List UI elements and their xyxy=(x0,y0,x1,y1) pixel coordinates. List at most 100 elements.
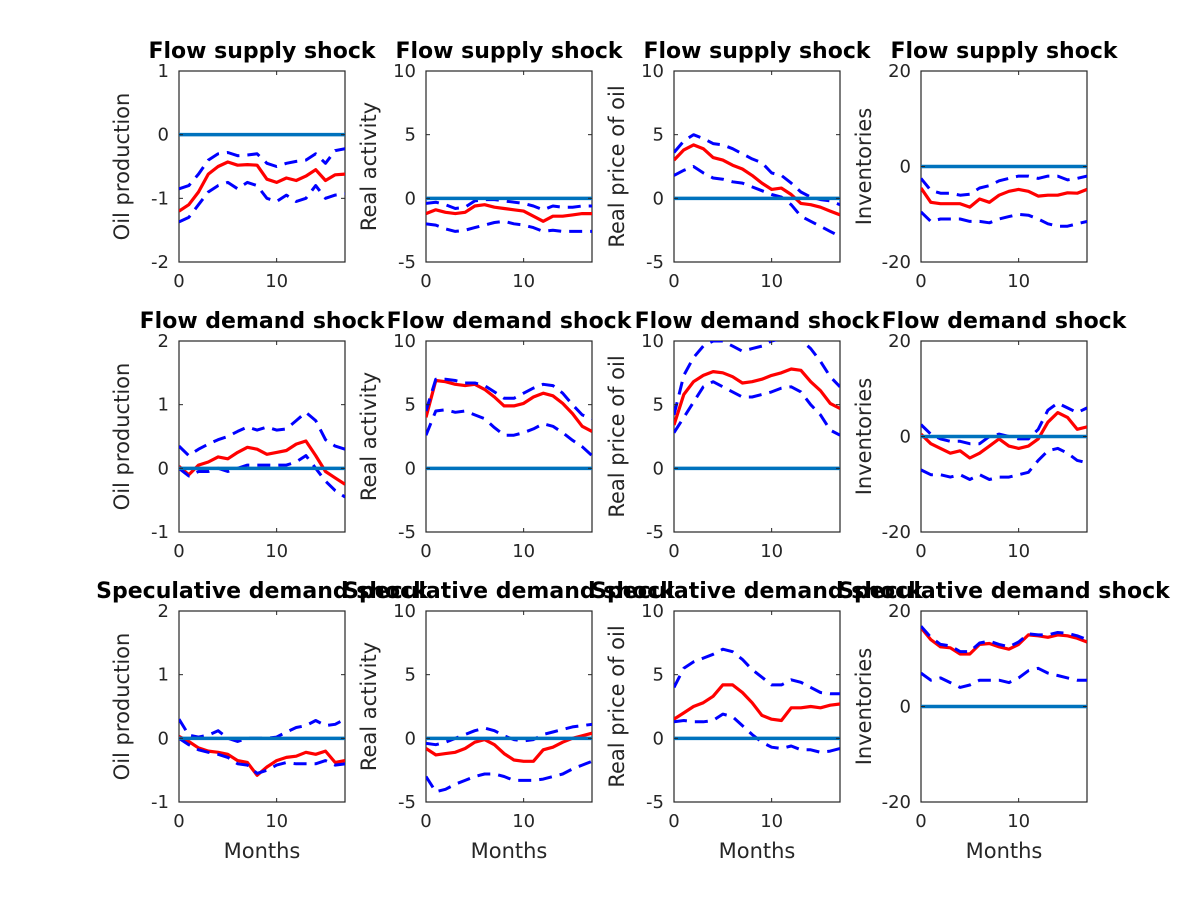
y-tick-label: -5 xyxy=(398,522,416,543)
irf-band-upper-line xyxy=(426,198,592,212)
irf-median-line xyxy=(426,731,592,763)
x-tick-label: 0 xyxy=(668,811,679,832)
y-tick-label: -5 xyxy=(646,792,664,813)
x-axis-label: Months xyxy=(966,839,1043,863)
y-tick-label: 10 xyxy=(393,601,416,622)
axes-frame xyxy=(425,610,593,803)
irf-median-line xyxy=(426,378,592,433)
axes-frame xyxy=(178,340,346,533)
subplot-title: Flow supply shock xyxy=(890,39,1118,64)
x-tick-label: 0 xyxy=(915,811,926,832)
y-tick-label: 2 xyxy=(158,601,169,622)
irf-band-lower-line xyxy=(921,666,1087,689)
subplot-title: Flow demand shock xyxy=(387,309,633,334)
y-tick-label: 5 xyxy=(653,125,664,146)
subplot-title: Speculative demand shock xyxy=(343,579,676,604)
y-tick-label: 10 xyxy=(641,601,664,622)
y-tick-label: 10 xyxy=(641,61,664,82)
x-tick-label: 10 xyxy=(512,271,535,292)
y-tick-label: 0 xyxy=(405,728,416,749)
y-tick-label: -2 xyxy=(151,252,169,273)
x-tick-label: 0 xyxy=(420,811,431,832)
y-axis-label: Inventories xyxy=(852,108,876,226)
y-tick-label: 0 xyxy=(158,728,169,749)
x-tick-label: 10 xyxy=(512,811,535,832)
y-tick-label: 0 xyxy=(405,458,416,479)
y-tick-label: -5 xyxy=(646,252,664,273)
y-axis-label: Real price of oil xyxy=(605,625,629,787)
irf-band-upper-line xyxy=(674,647,840,696)
y-tick-label: 20 xyxy=(888,61,911,82)
irf-band-lower-line xyxy=(179,454,345,499)
irf-median-line xyxy=(674,367,840,426)
x-tick-label: 0 xyxy=(668,271,679,292)
x-tick-label: 10 xyxy=(1007,271,1030,292)
y-tick-label: -20 xyxy=(882,522,911,543)
irf-band-lower-line xyxy=(179,180,345,224)
y-tick-label: -20 xyxy=(882,252,911,273)
y-tick-label: -5 xyxy=(398,792,416,813)
irf-median-line xyxy=(921,187,1087,209)
subplot-title: Flow supply shock xyxy=(148,39,376,64)
x-tick-label: 0 xyxy=(173,811,184,832)
y-tick-label: 2 xyxy=(158,331,169,352)
subplot-title: Speculative demand shock xyxy=(96,579,429,604)
y-tick-label: 0 xyxy=(653,188,664,209)
irf-band-lower-line xyxy=(921,446,1087,481)
irf-band-lower-line xyxy=(426,408,592,457)
irf-median-line xyxy=(426,203,592,223)
y-tick-label: 20 xyxy=(888,331,911,352)
x-tick-label: 0 xyxy=(420,271,431,292)
y-tick-label: -5 xyxy=(646,522,664,543)
x-axis-label: Months xyxy=(471,839,548,863)
y-tick-label: 10 xyxy=(393,331,416,352)
irf-band-lower-line xyxy=(179,737,345,775)
y-axis-label: Oil production xyxy=(110,633,134,781)
y-axis-label: Real price of oil xyxy=(605,85,629,247)
x-tick-label: 10 xyxy=(265,541,288,562)
axes-frame xyxy=(673,340,841,533)
irf-median-line xyxy=(921,411,1087,460)
y-tick-label: -20 xyxy=(882,792,911,813)
x-tick-label: 10 xyxy=(512,541,535,562)
y-tick-label: 0 xyxy=(653,458,664,479)
irf-band-lower-line xyxy=(921,210,1087,228)
y-tick-label: 0 xyxy=(900,157,911,178)
x-tick-label: 0 xyxy=(915,271,926,292)
y-tick-label: 10 xyxy=(641,331,664,352)
irf-band-upper-line xyxy=(179,410,345,458)
y-tick-label: 5 xyxy=(653,665,664,686)
irf-band-upper-line xyxy=(426,377,592,421)
x-tick-label: 10 xyxy=(265,271,288,292)
irf-median-line xyxy=(674,143,840,217)
y-axis-label: Real price of oil xyxy=(605,355,629,517)
subplot-title: Flow supply shock xyxy=(395,39,623,64)
x-tick-label: 10 xyxy=(1007,811,1030,832)
irf-band-upper-line xyxy=(674,341,840,416)
y-tick-label: 5 xyxy=(653,395,664,416)
y-axis-label: Real activity xyxy=(357,372,381,501)
y-tick-label: 0 xyxy=(900,697,911,718)
x-axis-label: Months xyxy=(719,839,796,863)
y-tick-label: -1 xyxy=(151,188,169,209)
x-tick-label: 0 xyxy=(420,541,431,562)
subplot-title: Flow supply shock xyxy=(643,39,871,64)
irf-median-line xyxy=(674,683,840,723)
y-tick-label: -1 xyxy=(151,522,169,543)
y-tick-label: -5 xyxy=(398,252,416,273)
y-tick-label: 0 xyxy=(405,188,416,209)
y-tick-label: 20 xyxy=(888,601,911,622)
x-tick-label: 10 xyxy=(760,271,783,292)
irf-median-line xyxy=(921,626,1087,656)
x-tick-label: 10 xyxy=(1007,541,1030,562)
x-tick-label: 10 xyxy=(760,541,783,562)
y-tick-label: 1 xyxy=(158,61,169,82)
y-axis-label: Real activity xyxy=(357,642,381,771)
subplot-title: Speculative demand shock xyxy=(838,579,1171,604)
